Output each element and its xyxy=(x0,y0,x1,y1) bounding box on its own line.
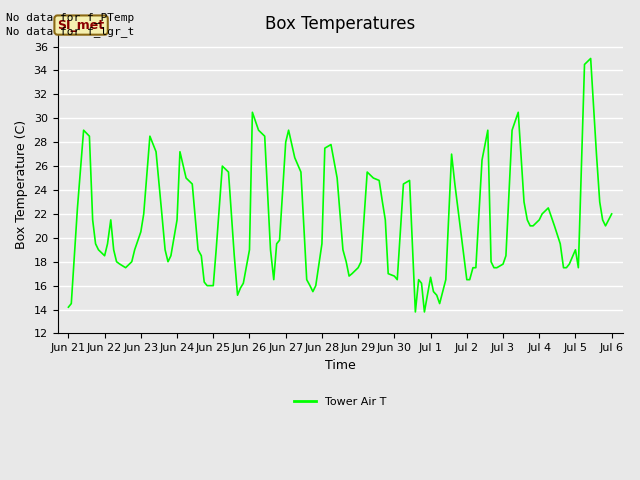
Text: No data for f_PTemp: No data for f_PTemp xyxy=(6,12,134,23)
Text: SI_met: SI_met xyxy=(58,19,105,32)
Title: Box Temperatures: Box Temperatures xyxy=(265,15,415,33)
X-axis label: Time: Time xyxy=(324,359,355,372)
Text: No data for f_lgr_t: No data for f_lgr_t xyxy=(6,26,134,37)
Y-axis label: Box Temperature (C): Box Temperature (C) xyxy=(15,120,28,249)
Legend: Tower Air T: Tower Air T xyxy=(289,393,391,412)
